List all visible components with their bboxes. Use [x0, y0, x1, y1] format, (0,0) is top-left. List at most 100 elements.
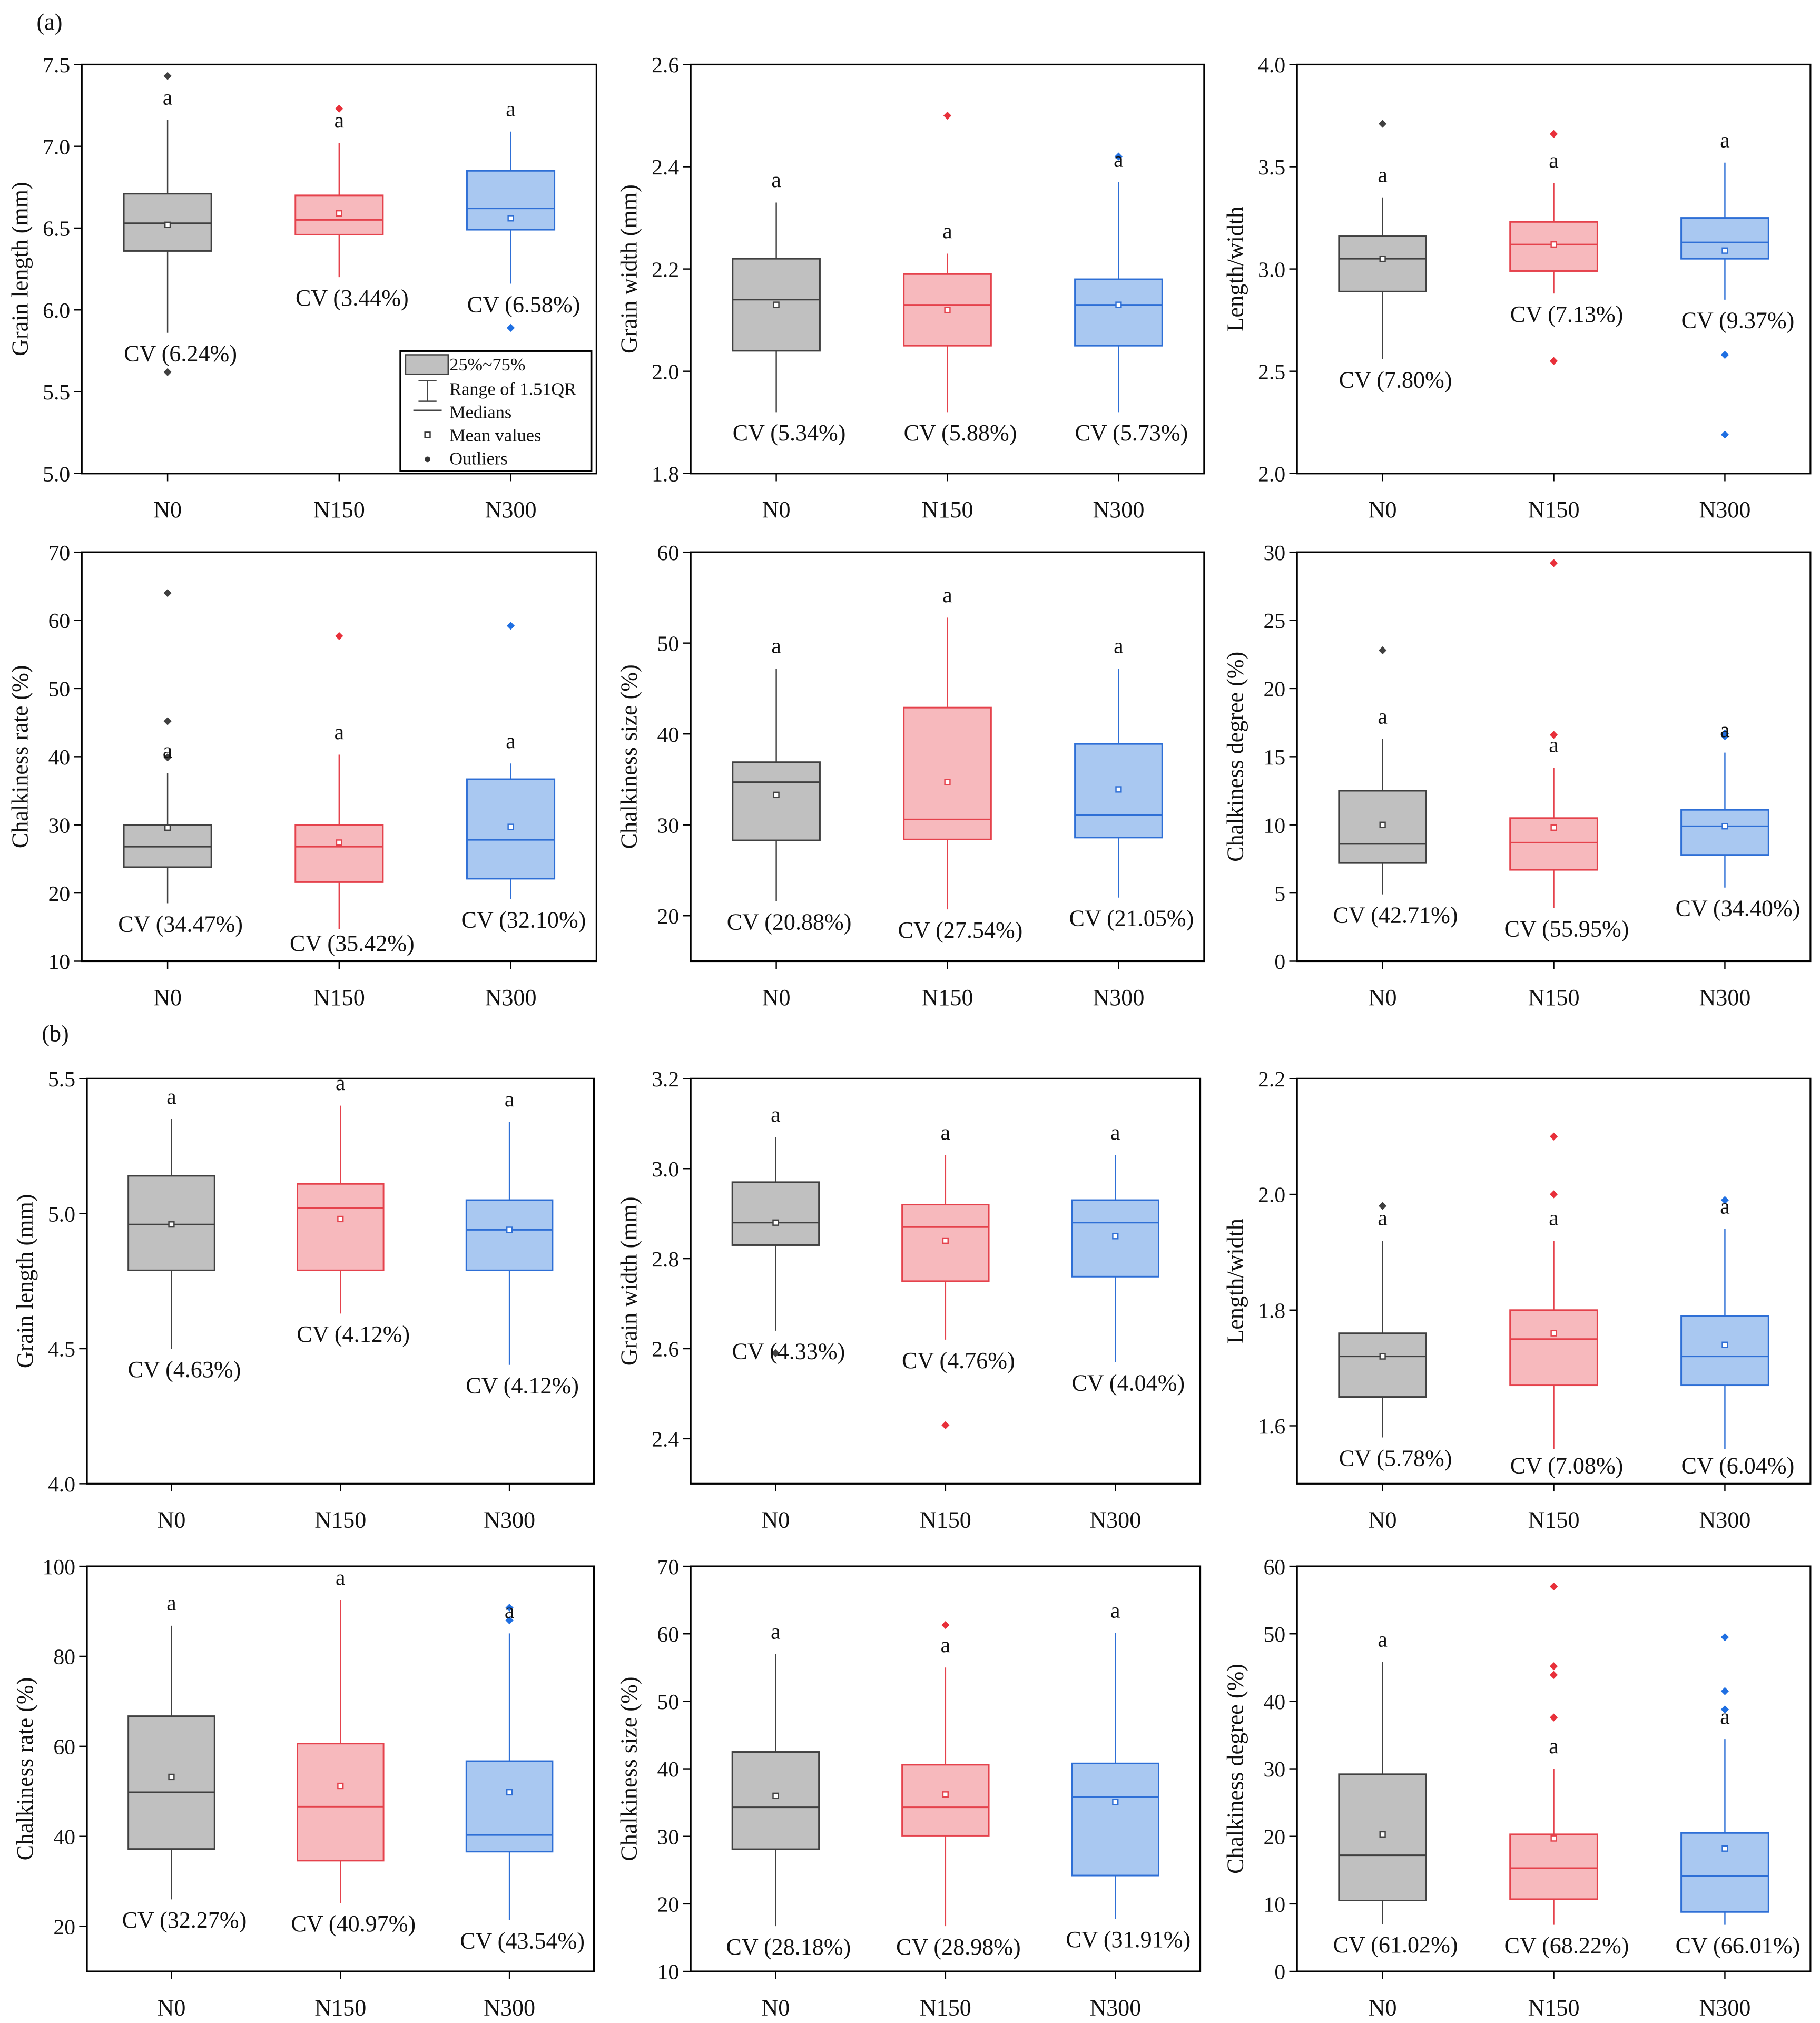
significance-letter: a	[166, 1085, 176, 1109]
x-tick-label: N0	[1369, 1995, 1397, 2020]
outlier-point	[1720, 1633, 1729, 1642]
boxplot-chart: 20 40 60 80 100 Chalkiness rate (%) N0 a CV (32.…	[12, 1555, 595, 2020]
y-axis-label: Grain length (mm)	[7, 182, 33, 356]
y-tick-label: 30	[1264, 541, 1286, 565]
significance-letter: a	[1549, 1734, 1558, 1759]
significance-letter: a	[1720, 128, 1729, 152]
y-tick-label: 10	[657, 1960, 680, 1985]
significance-letter: a	[506, 729, 515, 753]
outlier-point	[1549, 559, 1558, 567]
x-tick-label: N150	[920, 1507, 971, 1533]
cv-label: CV (5.78%)	[1339, 1445, 1452, 1471]
y-tick-label: 70	[657, 1555, 680, 1579]
box-n0: a CV (32.27%)	[122, 1591, 247, 1933]
iqr-box	[296, 1183, 385, 1271]
box-n300: a CV (4.04%)	[1071, 1121, 1185, 1396]
outlier-point	[1549, 1190, 1558, 1199]
y-tick-label: 20	[1264, 677, 1286, 702]
mean-marker	[942, 1237, 949, 1244]
cv-label: CV (4.12%)	[466, 1373, 579, 1399]
boxplot-chart: 5.0 5.5 6.0 6.5 7.0 7.5 Grain length (mm) N0 a CV…	[7, 53, 597, 523]
x-tick-label: N0	[158, 1507, 186, 1533]
cv-label: CV (32.27%)	[122, 1907, 247, 1933]
iqr-box	[731, 1181, 820, 1246]
box-n0: a CV (5.78%)	[1338, 1202, 1452, 1471]
mean-marker	[942, 1791, 949, 1798]
y-axis-label: Chalkiness degree (%)	[1222, 652, 1248, 862]
y-tick-label: 40	[53, 1825, 75, 1849]
y-tick-label: 1.8	[652, 462, 679, 486]
box-n150: a CV (5.88%)	[903, 111, 1017, 446]
x-tick-label: N150	[922, 497, 973, 523]
outlier-point	[941, 1421, 950, 1429]
y-tick-label: 2.2	[652, 258, 679, 282]
legend-box-swatch	[405, 354, 449, 375]
box-n150: a CV (35.42%)	[290, 632, 415, 956]
y-tick-label: 2.5	[1258, 360, 1285, 384]
significance-letter: a	[1378, 1206, 1387, 1231]
mean-marker	[1721, 1341, 1728, 1348]
mean-marker	[1115, 301, 1122, 308]
box-n300: a CV (43.54%)	[460, 1599, 585, 1954]
mean-marker	[944, 779, 951, 785]
box-n150: a CV (3.44%)	[294, 104, 409, 311]
significance-letter: a	[771, 1103, 780, 1127]
significance-letter: a	[942, 219, 952, 243]
outlier-point	[506, 323, 515, 332]
cv-label: CV (40.97%)	[291, 1911, 416, 1937]
outlier-point	[1549, 130, 1558, 139]
x-tick-label: N300	[1089, 1995, 1141, 2020]
mean-marker	[168, 1221, 175, 1228]
mean-marker	[1721, 1845, 1728, 1852]
significance-letter: a	[1720, 718, 1729, 742]
x-tick-label: N0	[153, 985, 182, 1010]
iqr-box	[1074, 278, 1163, 347]
mean-marker	[164, 221, 171, 228]
legend: 25%~75% Range of 1.51QR Medians Mean val…	[399, 350, 593, 472]
outlier-point	[1379, 646, 1387, 655]
significance-letter: a	[771, 634, 781, 659]
outlier-point	[1720, 430, 1729, 439]
y-tick-label: 30	[657, 813, 680, 838]
iqr-box	[296, 1743, 385, 1862]
y-tick-label: 3.0	[1258, 258, 1285, 282]
mean-marker	[1112, 1233, 1119, 1240]
boxplot-chart: 2.4 2.6 2.8 3.0 3.2 Grain width (mm) N0 a CV (4.…	[616, 1067, 1202, 1533]
box-n0: a CV (4.33%)	[731, 1103, 845, 1364]
mean-marker	[1115, 786, 1122, 793]
mean-marker	[336, 839, 342, 846]
outlier-point	[1720, 1196, 1729, 1204]
box-n300: a CV (32.10%)	[461, 622, 586, 933]
y-tick-label: 2.2	[1258, 1067, 1285, 1092]
significance-letter: a	[941, 1121, 950, 1145]
box-n150: a CV (68.22%)	[1504, 1582, 1629, 1958]
y-tick-label: 100	[43, 1555, 75, 1579]
iqr-box	[1680, 809, 1769, 856]
panel-label-a: (a)	[37, 9, 63, 35]
box-n300: a CV (6.04%)	[1680, 1195, 1794, 1479]
iqr-box	[732, 761, 821, 841]
y-axis-label: Length/width	[1222, 1219, 1248, 1344]
y-tick-label: 2.8	[652, 1248, 679, 1272]
y-axis-label: Chalkiness degree (%)	[1222, 1664, 1248, 1874]
x-tick-label: N300	[484, 1995, 535, 2020]
x-tick-label: N150	[314, 1995, 366, 2020]
y-axis-label: Grain width (mm)	[616, 184, 642, 353]
y-tick-label: 2.4	[652, 155, 679, 180]
y-tick-label: 60	[657, 1623, 680, 1647]
outlier-point	[163, 368, 172, 376]
cv-label: CV (68.22%)	[1504, 1932, 1629, 1958]
box-n300: a CV (5.73%)	[1074, 148, 1188, 446]
significance-letter: a	[942, 583, 952, 607]
x-tick-label: N300	[1699, 1507, 1750, 1533]
y-tick-label: 20	[48, 882, 71, 906]
x-tick-label: N150	[313, 497, 365, 523]
outlier-point	[163, 717, 172, 725]
mean-marker	[773, 791, 780, 798]
mean-marker	[1550, 824, 1557, 831]
outlier-point	[1549, 731, 1558, 739]
cv-label: CV (6.58%)	[467, 291, 581, 317]
cv-label: CV (27.54%)	[898, 917, 1023, 943]
y-tick-label: 2.4	[652, 1428, 679, 1452]
